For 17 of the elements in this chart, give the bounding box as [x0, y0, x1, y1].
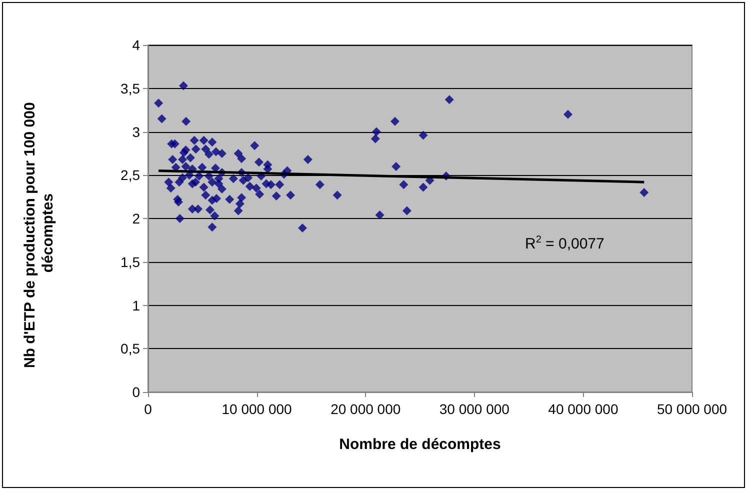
y-tick-label: 4	[132, 37, 140, 53]
y-tick-label: 1	[132, 297, 140, 314]
x-tick-label: 50 000 000	[656, 401, 728, 417]
y-tick-label: 3	[132, 124, 140, 140]
x-tick-label: 0	[144, 401, 152, 417]
x-tick-label: 30 000 000	[439, 401, 510, 417]
y-tick-label: 0,5	[120, 340, 140, 357]
x-tick-label: 20 000 000	[330, 401, 401, 417]
y-axis-title: Nb d'ETP de production pour 100 000 décomptes	[22, 98, 56, 368]
y-tick-label: 2,5	[120, 167, 140, 184]
x-tick-label: 10 000 000	[222, 401, 292, 417]
x-axis-title: Nombre de décomptes	[339, 436, 501, 453]
x-tick-label: 40 000 000	[548, 401, 618, 417]
y-tick-label: 2	[132, 210, 140, 226]
y-tick-label: 1,5	[120, 254, 140, 270]
y-tick-label: 3,5	[120, 80, 140, 96]
y-tick-label: 0	[132, 384, 140, 400]
